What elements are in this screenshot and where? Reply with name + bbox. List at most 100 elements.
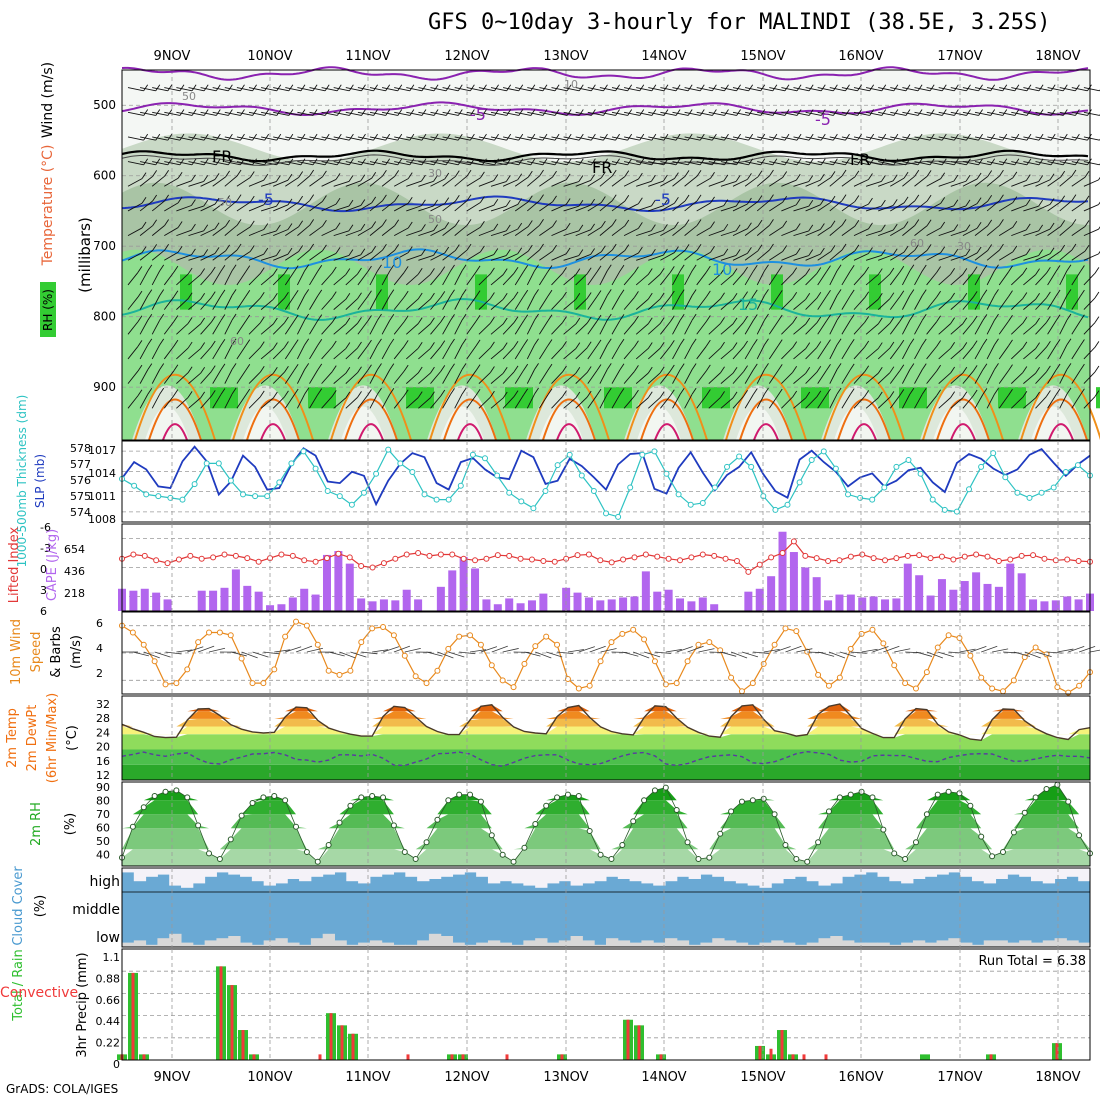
wind-barb	[877, 298, 891, 310]
wind-barb-flag	[1055, 314, 1061, 321]
wind-barb	[490, 372, 504, 384]
cloud-low-bar	[358, 942, 371, 947]
wind-barb	[273, 87, 289, 92]
wind-barb	[393, 227, 409, 237]
wind-barb-flag	[953, 248, 959, 256]
wind-barb-flag	[1060, 195, 1066, 202]
wind-barb-flag	[461, 387, 467, 395]
wind-barb	[889, 271, 901, 286]
wind-barb-flag	[772, 84, 778, 92]
rh2m-line-point	[249, 800, 256, 806]
wind-barb	[333, 298, 347, 310]
thickness-line-point	[554, 462, 561, 469]
rh2m-line-point	[923, 811, 930, 818]
wind-barb-flag	[287, 223, 293, 230]
wind-barb-flag	[747, 247, 752, 254]
wind-barb-flag	[331, 365, 337, 372]
wind-barb-flag	[534, 289, 539, 296]
wind-barb-flag	[994, 387, 999, 395]
wind10m-barb	[915, 651, 933, 657]
wind-barb-flag	[445, 133, 451, 141]
wind-barb	[998, 296, 1009, 310]
thickness-line-point	[518, 498, 525, 505]
wind-barb-flag	[173, 339, 179, 347]
wind10m-barb	[404, 647, 421, 653]
wind-barb	[490, 323, 504, 335]
rh2m-axis-label: 2m RH	[29, 802, 44, 846]
wind-barb-flag	[287, 173, 293, 181]
wind-barb	[684, 369, 693, 384]
wind-barb	[938, 397, 951, 409]
wind-barb	[176, 347, 189, 360]
wind-barb-flag	[264, 84, 270, 92]
wind-barb	[732, 203, 748, 212]
wind-barb-flag	[245, 364, 251, 371]
wind-barb	[611, 176, 626, 187]
cloud-low-bar	[842, 940, 855, 947]
wind-barb-flag	[905, 109, 911, 116]
wind-barb	[623, 321, 635, 335]
wind-barb-flag	[808, 249, 814, 256]
date-label-bottom: 14NOV	[641, 1070, 686, 1085]
cloud-low-bar	[676, 940, 690, 947]
lifted-index-line-point	[551, 558, 558, 565]
wind-barb	[841, 369, 851, 384]
wind-barb	[345, 323, 358, 335]
wind-barb-flag	[777, 314, 783, 322]
wind-barb	[333, 111, 350, 116]
wind-barb-flag	[764, 289, 769, 296]
wind-barb-flag	[259, 316, 265, 324]
cloud-low-bar	[310, 938, 324, 947]
wind-barb	[139, 176, 153, 187]
wind-barb-flag	[1087, 109, 1092, 116]
thickness-line-point	[421, 491, 428, 498]
lifted-index-line-point	[950, 556, 957, 563]
wind-barb	[1083, 322, 1096, 335]
wind-barb-flag	[929, 158, 935, 166]
wind-barb-flag	[203, 224, 209, 232]
cape-bar	[1074, 599, 1083, 611]
cloud-low-bar	[665, 938, 678, 947]
rh2m-line-point	[608, 856, 615, 862]
wind-barb-flag	[272, 342, 278, 349]
wind-barb	[732, 178, 748, 187]
wind-barb	[829, 136, 846, 141]
wind-barb-flag	[782, 220, 788, 228]
date-label-bottom: 18NOV	[1035, 1070, 1080, 1085]
wind-barb-flag	[1008, 339, 1013, 347]
wind-barb-flag	[210, 291, 216, 298]
wind-barb	[926, 395, 937, 409]
wind-barb	[418, 230, 434, 237]
lifted-index-line-point	[1064, 556, 1071, 563]
wind-barb	[526, 319, 535, 335]
li-tick-label: 3	[40, 584, 47, 597]
wind-barb-flag	[1002, 133, 1008, 141]
wind-barb	[502, 371, 515, 384]
wind-barb-flag	[259, 390, 265, 398]
wind-barb-flag	[899, 339, 905, 347]
wind-barb-flag	[987, 219, 993, 227]
temp-band	[122, 749, 1090, 765]
wind-barb-flag	[371, 196, 377, 204]
wind-barb	[526, 369, 535, 384]
wind-barb	[297, 175, 310, 187]
wind-barb-flag	[527, 195, 533, 203]
wind-barb-flag	[615, 133, 620, 141]
wind-barb	[817, 87, 834, 92]
wind-barb	[345, 180, 361, 187]
wind-barb	[696, 370, 707, 384]
wind-barb-flag	[720, 341, 725, 349]
wind-barb-flag	[331, 340, 337, 348]
wind-barb	[490, 111, 507, 116]
wind-barb	[127, 178, 143, 187]
wind-barb-flag	[965, 248, 971, 256]
wind-barb	[877, 347, 891, 360]
cloud-low-bar	[983, 940, 997, 947]
wind-barb	[502, 322, 515, 335]
wind-barb	[1035, 272, 1047, 286]
wind-barb-flag	[1025, 198, 1031, 206]
wind10m-line-point	[206, 629, 213, 636]
lifted-index-line-point	[403, 551, 410, 558]
wind-barb-flag	[966, 158, 971, 166]
wind-barb-flag	[892, 248, 898, 256]
